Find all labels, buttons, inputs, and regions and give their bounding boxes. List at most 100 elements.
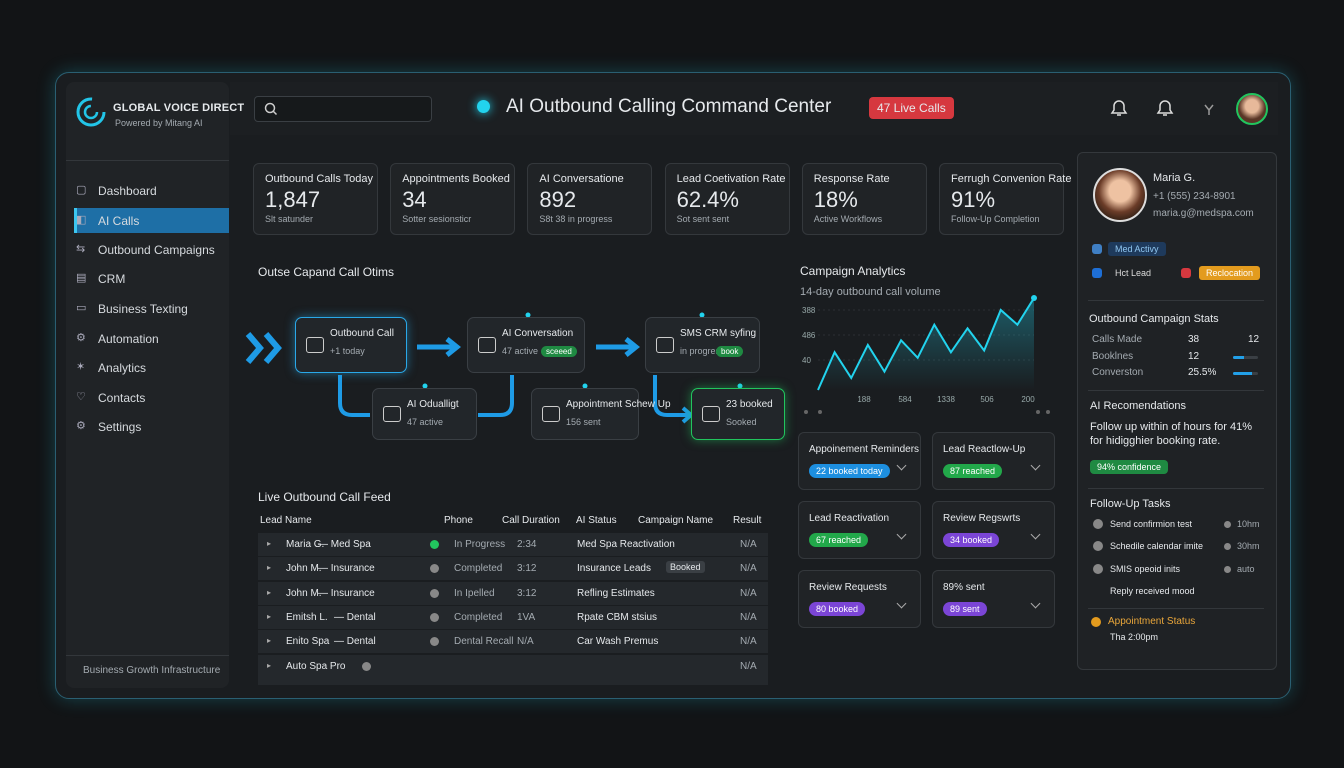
campaign-card[interactable] bbox=[798, 432, 921, 490]
node-sub: 156 sent bbox=[566, 417, 601, 427]
feed-row[interactable] bbox=[258, 605, 768, 630]
nav-icon: ✶ bbox=[76, 361, 86, 374]
area bbox=[818, 298, 1034, 390]
feed-row[interactable] bbox=[258, 630, 768, 655]
lead-panel bbox=[1077, 152, 1277, 670]
stat-label: Booklnes bbox=[1092, 350, 1134, 362]
column-header: Lead Name bbox=[260, 515, 312, 526]
node-sub: 47 active bbox=[407, 417, 444, 427]
call-duration: 3:12 bbox=[517, 563, 537, 575]
nav-item[interactable]: AI Calls bbox=[74, 207, 229, 233]
task-time: auto bbox=[1237, 563, 1255, 574]
task-check[interactable] bbox=[1093, 541, 1103, 552]
x-axis-label: 506 bbox=[980, 395, 994, 404]
feed-row[interactable] bbox=[258, 654, 768, 686]
column-header: Phone bbox=[444, 515, 473, 526]
ai-status: Dental Recall bbox=[454, 636, 514, 648]
nav-icon: ⇆ bbox=[76, 243, 86, 256]
campaign-title: Review Regswrts bbox=[943, 513, 1021, 524]
task-check[interactable] bbox=[1093, 519, 1103, 529]
kpi-sub: Active Workflows bbox=[813, 214, 883, 224]
kpi-value: 892 bbox=[539, 187, 577, 212]
stat-extra: 12 bbox=[1248, 334, 1260, 345]
lead-vertical: — Dental bbox=[334, 611, 376, 623]
live-calls-badge[interactable]: 47 Live Calls bbox=[869, 97, 954, 119]
kpi-value: 34 bbox=[402, 187, 427, 212]
divider bbox=[1088, 300, 1264, 301]
kpi-card bbox=[664, 163, 790, 235]
nav-item[interactable]: CRM bbox=[98, 272, 126, 287]
brand-name: GLOBAL VOICE DIRECT bbox=[113, 102, 245, 114]
nav-item[interactable]: Automation bbox=[98, 331, 159, 346]
tag-icon bbox=[1181, 268, 1191, 278]
node-label: SMS CRM syfing bbox=[680, 328, 757, 339]
node-icon bbox=[656, 337, 674, 353]
lead-vertical: — Insurance bbox=[318, 563, 375, 575]
campaign-name: Rpate CBM stsius bbox=[577, 611, 658, 623]
task-check[interactable] bbox=[1093, 563, 1103, 574]
feed-row[interactable] bbox=[258, 581, 768, 606]
campaign-card[interactable] bbox=[932, 432, 1055, 490]
call-duration: 1VA bbox=[517, 611, 536, 623]
campaign-badge: 89 sent bbox=[943, 602, 987, 616]
pager-dot bbox=[818, 410, 822, 414]
kpi-label: Lead Coetivation Rate bbox=[676, 173, 786, 185]
nav-item[interactable]: Settings bbox=[98, 420, 142, 435]
flow-node[interactable]: AI Odualligt 47 active bbox=[372, 388, 477, 440]
flow-node[interactable]: AI Conversation 47 active sceeed bbox=[467, 317, 585, 373]
task-text: Reply received mood bbox=[1110, 585, 1195, 596]
header-icons bbox=[1110, 100, 1214, 116]
campaign-name: Refling Estimates bbox=[577, 587, 655, 599]
task-text: Send confirmion test bbox=[1110, 519, 1193, 529]
sidebar bbox=[66, 82, 229, 688]
line bbox=[817, 297, 1035, 391]
lead-tag: Med Activy bbox=[1108, 242, 1166, 256]
status-icon bbox=[430, 540, 439, 549]
result: N/A bbox=[740, 563, 757, 575]
campaign-card[interactable] bbox=[798, 570, 921, 628]
lead-name: Maria G. bbox=[1153, 172, 1196, 184]
nav-item[interactable]: Analytics bbox=[98, 361, 147, 376]
lead-name: John M. bbox=[286, 587, 322, 599]
divider bbox=[1088, 390, 1264, 391]
campaign-card[interactable] bbox=[932, 501, 1055, 559]
flow-node[interactable]: SMS CRM syfing in progress book bbox=[645, 317, 760, 373]
lead-vertical: — Med Spa bbox=[318, 539, 371, 550]
page-title: AI Outbound Calling Command Center bbox=[506, 96, 832, 117]
kpi-card bbox=[527, 163, 653, 235]
nav-item[interactable]: Contacts bbox=[98, 390, 146, 405]
campaign-title: Lead Reactlow-Up bbox=[943, 444, 1026, 455]
stats-title: Outbound Campaign Stats bbox=[1089, 313, 1219, 325]
campaign-card[interactable] bbox=[932, 570, 1055, 628]
flow-node[interactable]: 23 booked Sooked bbox=[691, 388, 785, 440]
x-axis-label: 584 bbox=[898, 395, 912, 404]
task-time: 10hm bbox=[1237, 519, 1260, 529]
lead-tag: Hct Lead bbox=[1115, 268, 1152, 278]
node-label: Appointment Schew Up bbox=[566, 399, 671, 410]
kpi-value: 18% bbox=[813, 187, 858, 212]
kpi-card bbox=[939, 163, 1064, 235]
nav-item[interactable]: Dashboard bbox=[98, 184, 157, 198]
expand-arrow: ▸ bbox=[267, 539, 272, 548]
appointment-title: Appointment Status bbox=[1108, 616, 1196, 627]
node-label: 23 booked bbox=[726, 399, 773, 410]
task-dot bbox=[1224, 543, 1231, 551]
nav-item[interactable]: Business Texting bbox=[98, 301, 188, 316]
y-axis-label: 388 bbox=[802, 306, 816, 315]
flow-node[interactable]: Outbound Call +1 today bbox=[295, 317, 407, 373]
feed-row[interactable] bbox=[258, 533, 768, 557]
campaign-badge: 80 booked bbox=[809, 602, 866, 616]
flow-node[interactable]: Appointment Schew Up 156 sent bbox=[531, 388, 671, 440]
task-text: SMIS opeoid inits bbox=[1110, 563, 1181, 574]
user-avatar[interactable] bbox=[1236, 93, 1268, 125]
y-axis-label: 40 bbox=[802, 356, 811, 365]
campaign-name: Med Spa Reactivation bbox=[577, 539, 675, 550]
lead-avatar bbox=[1093, 168, 1147, 222]
nav-item[interactable]: Outbound Campaigns bbox=[98, 243, 215, 258]
campaign-card[interactable] bbox=[798, 501, 921, 559]
result: N/A bbox=[740, 587, 757, 599]
campaign-name: Insurance Leads bbox=[577, 563, 651, 575]
stat-value: 12 bbox=[1188, 350, 1200, 362]
search-box[interactable] bbox=[254, 96, 432, 122]
node-label: AI Conversation bbox=[502, 328, 574, 339]
